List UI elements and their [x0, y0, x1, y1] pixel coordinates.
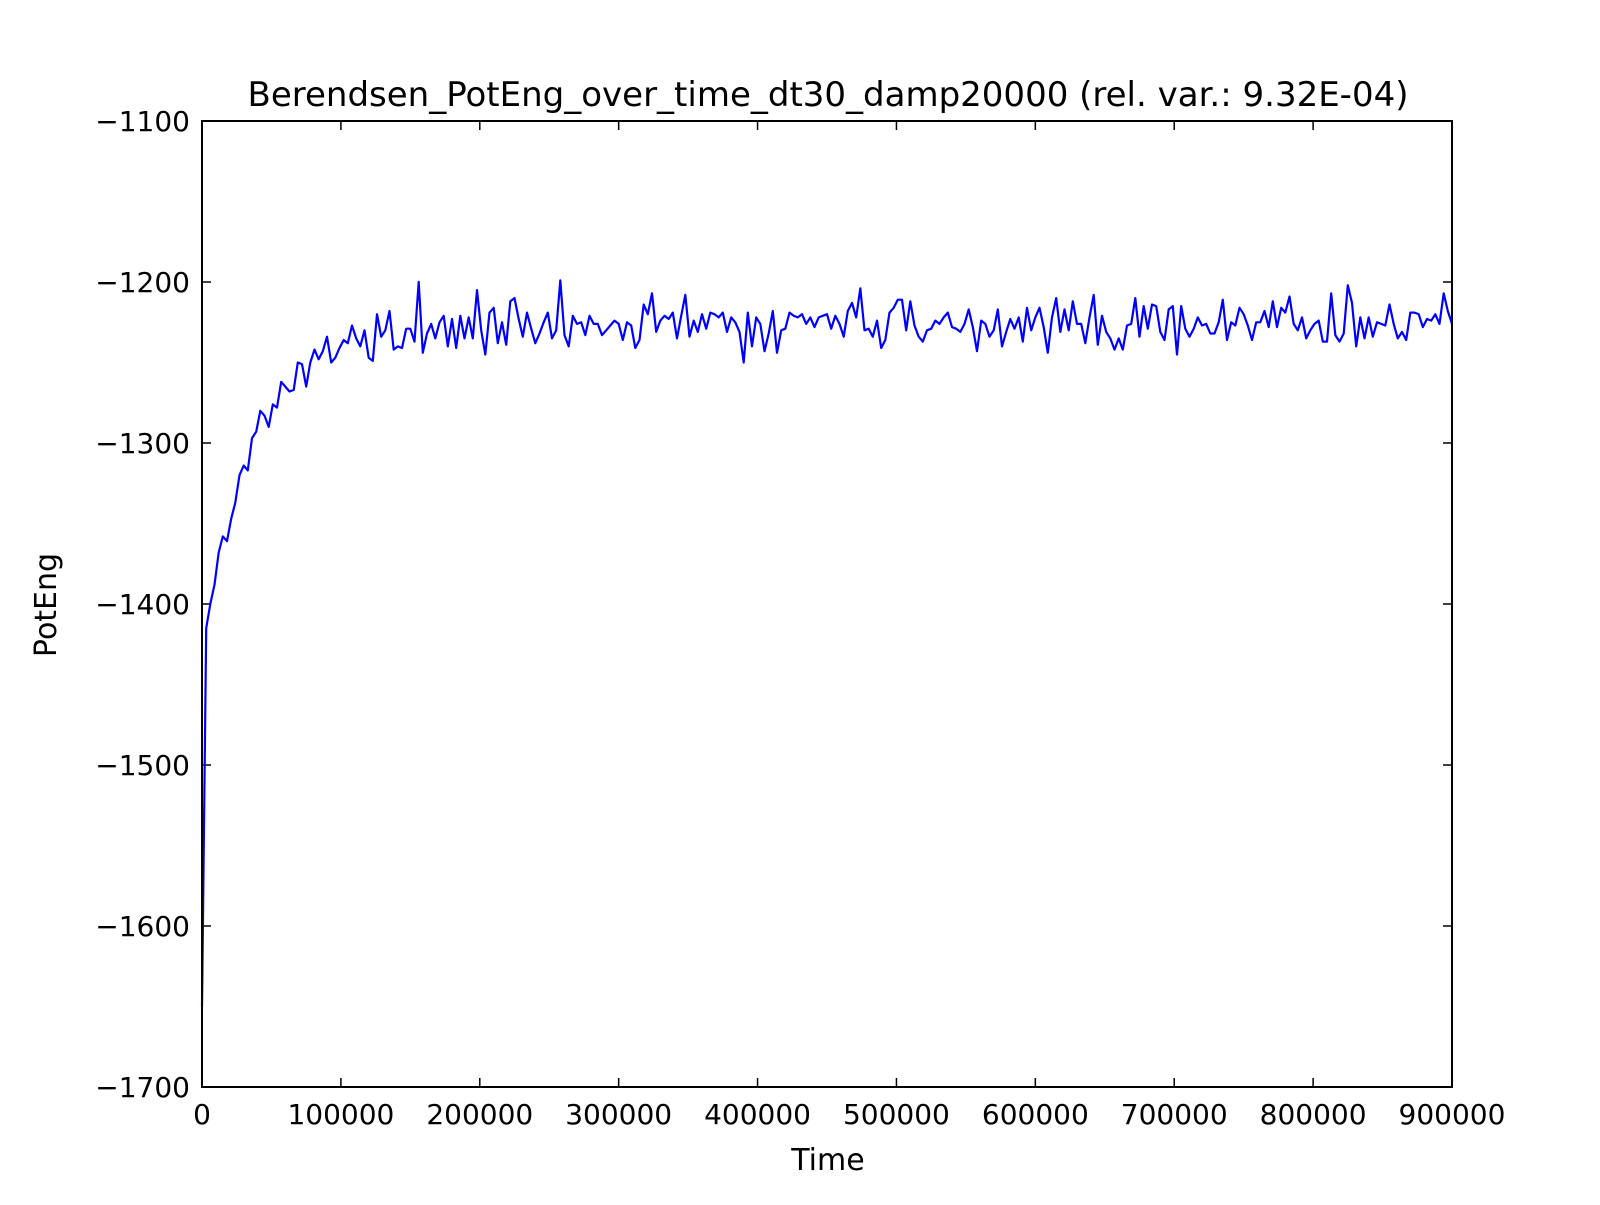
y-tick-label: −1300	[95, 427, 190, 460]
y-tick-label: −1100	[95, 105, 190, 138]
x-tick-label: 400000	[704, 1098, 811, 1131]
x-tick-label: 900000	[1399, 1098, 1506, 1131]
y-axis-label: PotEng	[29, 553, 64, 657]
x-tick-label: 700000	[1121, 1098, 1228, 1131]
axes-frame	[201, 120, 1453, 1088]
x-axis-label: Time	[790, 1143, 864, 1178]
y-tick-label: −1500	[95, 749, 190, 782]
y-tick-label: −1400	[95, 588, 190, 621]
y-tick-label: −1600	[95, 910, 190, 943]
x-tick-label: 100000	[287, 1098, 394, 1131]
y-axis-ticks: −1700 −1600 −1500 −1400 −1300 −1200 −1100	[95, 105, 1452, 1104]
chart-title: Berendsen_PotEng_over_time_dt30_damp2000…	[248, 75, 1409, 115]
x-tick-label: 800000	[1260, 1098, 1367, 1131]
x-tick-label: 300000	[565, 1098, 672, 1131]
plot-area	[200, 279, 1454, 1007]
x-tick-label: 200000	[426, 1098, 533, 1131]
x-tick-label: 0	[193, 1098, 211, 1131]
y-tick-label: −1200	[95, 266, 190, 299]
x-tick-label: 600000	[982, 1098, 1089, 1131]
x-tick-label: 500000	[843, 1098, 950, 1131]
y-tick-label: −1700	[95, 1071, 190, 1104]
x-axis-ticks: 0 100000 200000 300000 400000 500000 600000 700…	[193, 121, 1505, 1131]
series-line	[200, 279, 1454, 1007]
